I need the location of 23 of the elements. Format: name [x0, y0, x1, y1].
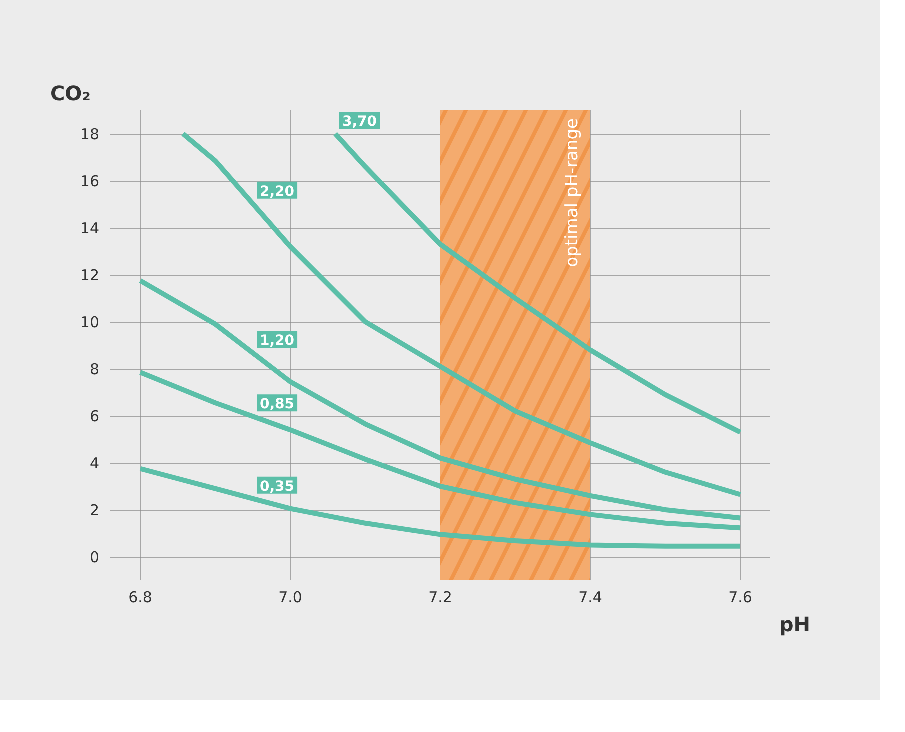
x-tick-label: 7.0 [278, 588, 302, 606]
y-tick-label: 6 [90, 408, 100, 426]
y-tick-label: 12 [80, 266, 100, 284]
y-tick-label: 4 [90, 454, 100, 472]
series-label: 0,35 [260, 478, 295, 495]
y-tick-label: 18 [80, 126, 100, 144]
series-label: 1,20 [260, 333, 295, 350]
y-tick-label: 8 [90, 360, 100, 378]
series-label: 2,20 [260, 184, 295, 200]
x-tick-label: 6.8 [128, 588, 152, 606]
x-tick-label: 7.6 [728, 588, 752, 606]
chart-title: CO₂ [50, 82, 91, 106]
x-axis-title: pH [779, 612, 811, 636]
series-label: 0,85 [260, 396, 295, 413]
series-label: 3,70 [342, 114, 378, 130]
x-tick-label: 7.4 [578, 588, 602, 606]
x-tick-label: 7.2 [428, 588, 452, 606]
y-tick-label: 14 [80, 220, 100, 238]
y-tick-label: 10 [80, 314, 100, 332]
band-label: optimal pH-range [562, 118, 582, 268]
y-tick-label: 0 [90, 548, 100, 566]
y-tick-label: 2 [90, 502, 100, 520]
y-tick-label: 16 [80, 172, 100, 190]
